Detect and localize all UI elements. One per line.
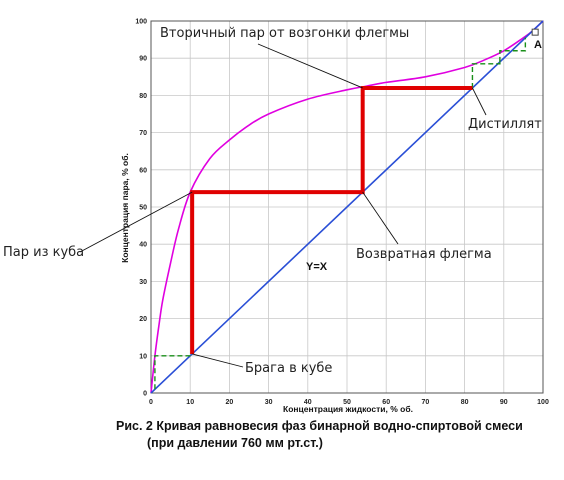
chart-series [150, 20, 544, 394]
annotation-leader-line [472, 87, 487, 116]
figure-caption: Рис. 2 Кривая равновесия фаз бинарной во… [116, 418, 562, 452]
x-tick-label: 80 [461, 399, 469, 406]
y-tick-label: 0 [143, 391, 147, 398]
x-tick-label: 0 [149, 399, 153, 406]
annotation-leader-line [79, 191, 193, 253]
y-tick-label: 10 [139, 353, 147, 360]
y-tick-label: 70 [139, 130, 147, 137]
y-tick-label: 20 [139, 316, 147, 323]
y-tick-label: 30 [139, 279, 147, 286]
x-tick-label: 90 [500, 399, 508, 406]
x-tick-label: 60 [382, 399, 390, 406]
x-tick-label: 40 [304, 399, 312, 406]
y-tick-label: 90 [139, 56, 147, 63]
caption-line-1: Рис. 2 Кривая равновесия фаз бинарной во… [116, 419, 523, 433]
annotation-leader-line [257, 43, 363, 89]
y-axis-label: Концентрация пара, % об. [120, 153, 130, 263]
x-tick-label: 30 [265, 399, 273, 406]
y-tick-label: 80 [139, 93, 147, 100]
annotation-leader-line [192, 353, 244, 368]
caption-line-2: (при давлении 760 мм рт.ст.) [147, 436, 323, 450]
equilibrium-curve [150, 20, 544, 394]
x-tick-label: 20 [226, 399, 234, 406]
y-tick-label: 100 [135, 19, 147, 26]
plot-frame [150, 20, 544, 394]
green-step-line [471, 61, 501, 88]
annotation-reflux: Возвратная флегма [356, 247, 492, 262]
annotation-distillate: Дистиллят [468, 117, 542, 132]
equilibrium-chart: 0 10 20 30 40 50 60 70 80 90 100 0 10 20 30 40 50 60 70 80 9… [3, 19, 549, 415]
y-tick-label: 60 [139, 167, 147, 174]
annotation-leader-line [362, 191, 399, 245]
y-tick-label: 40 [139, 242, 147, 249]
grid [150, 20, 544, 394]
green-step-line [154, 355, 193, 390]
green-step-line [499, 37, 527, 62]
point-a-label: A [534, 39, 542, 51]
annotation-leaders [79, 43, 487, 368]
x-tick-label: 100 [537, 399, 549, 406]
tick-labels: 0 10 20 30 40 50 60 70 80 90 100 0 10 20 30 40 50 60 70 80 9… [135, 19, 549, 407]
x-tick-label: 10 [186, 399, 194, 406]
x-tick-label: 70 [422, 399, 430, 406]
diagonal-line [150, 20, 544, 394]
diagonal-label: Y=X [306, 261, 328, 273]
annotation-mash: Брага в кубе [245, 361, 332, 376]
point-a-marker [531, 28, 539, 36]
y-tick-label: 50 [139, 205, 147, 212]
annotation-secondary-steam: Вторичный пар от возгонки флегмы [160, 26, 409, 41]
annotation-cube-steam: Пар из куба [3, 245, 84, 260]
x-tick-label: 50 [343, 399, 351, 406]
x-axis-label: Концентрация жидкости, % об. [283, 404, 413, 414]
